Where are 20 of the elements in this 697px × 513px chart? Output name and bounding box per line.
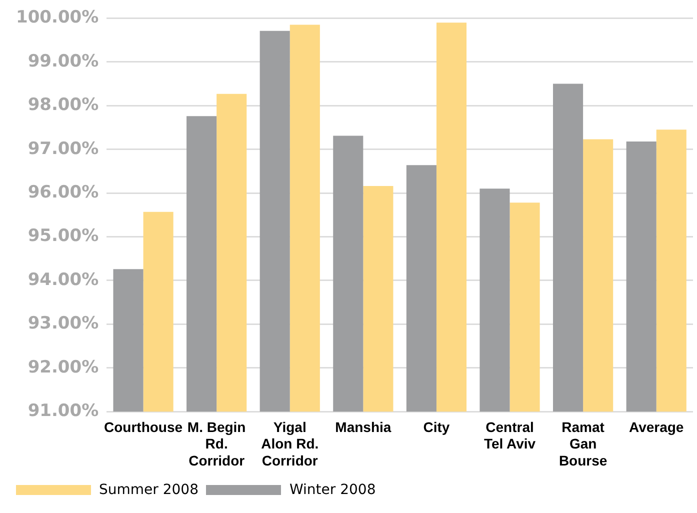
y-tick-label: 93.00% (28, 314, 99, 334)
y-tick-label: 95.00% (28, 226, 99, 246)
x-tick-label: Courthouse (104, 418, 183, 435)
x-tick-label: Average (628, 418, 684, 435)
x-tick-label: Ramat Gan Bourse (558, 418, 608, 468)
series-label: Winter 2008 (289, 482, 376, 498)
x-tick-label: M. Begin Rd. Corridor (187, 418, 246, 468)
y-tick-label: 91.00% (28, 401, 99, 422)
y-tick-label: 94.00% (28, 270, 99, 290)
y-tick-label: 92.00% (28, 357, 99, 378)
x-tick-label: Yigal Alon Rd. Corridor (261, 418, 319, 468)
series-label: Summer 2008 (99, 482, 198, 498)
y-tick-label: 98.00% (28, 95, 99, 116)
y-tick-label: 96.00% (28, 182, 99, 202)
x-tick-label: Manshia (335, 418, 392, 435)
y-tick-label: 100.00% (16, 8, 99, 28)
y-tick-label: 99.00% (28, 51, 99, 72)
x-tick-label: Central Tel Aviv (484, 418, 536, 452)
y-tick-label: 97.00% (28, 138, 99, 159)
x-tick-label: City (423, 418, 450, 435)
